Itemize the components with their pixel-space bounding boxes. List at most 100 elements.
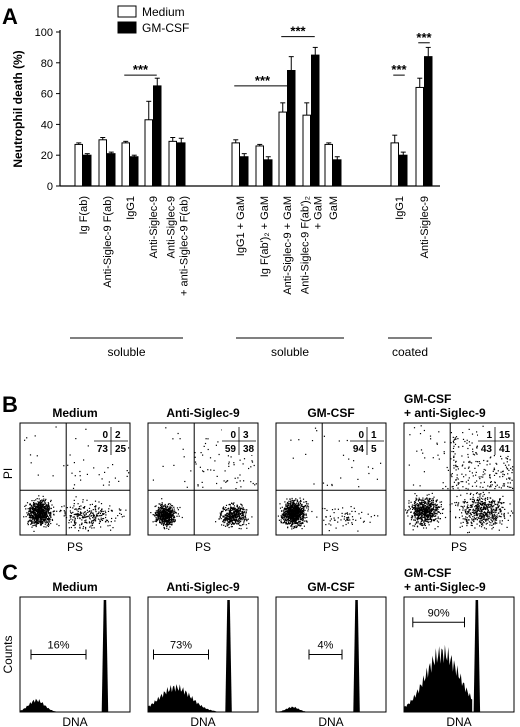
plot-title: + anti-Siglec-9 (404, 580, 486, 594)
plot-title: Medium (52, 580, 97, 594)
quadrant-ll: 43 (481, 444, 493, 455)
g1-peak (101, 600, 109, 712)
gate-percent: 4% (318, 640, 334, 652)
x-axis-label: PS (67, 540, 83, 554)
category-label: GaM (328, 196, 340, 220)
scatter-dots (23, 426, 130, 532)
category-label: Anti-Siglec-9 + GaM (282, 196, 294, 295)
panel-letter-a: A (2, 4, 18, 29)
x-axis-label: DNA (318, 715, 343, 727)
legend-label: Medium (142, 5, 185, 19)
bar-medium-10 (390, 142, 399, 187)
quadrant-ul: 0 (358, 430, 364, 441)
x-axis-label: DNA (190, 715, 215, 727)
panel-letter-b: B (2, 392, 18, 417)
bar-gm-csf-5 (240, 156, 249, 187)
plot-title: GM-CSF (404, 566, 451, 580)
group-label: soluble (107, 345, 145, 359)
bar-medium-8 (302, 114, 311, 187)
y-axis-label: Neutrophil death (%) (11, 50, 25, 167)
x-axis-label: PS (451, 540, 467, 554)
quadrant-ul: 1 (486, 430, 492, 441)
legend-swatch-medium (117, 5, 137, 18)
category-label: Anti-Siglec-9 (419, 196, 431, 258)
quadrant-lr: 41 (499, 444, 511, 455)
category-label: Anti-Siglec-9 F(ab) (102, 196, 114, 288)
quadrant-ll: 73 (97, 444, 109, 455)
group-label: coated (392, 345, 428, 359)
gate-percent: 73% (170, 640, 192, 652)
sub-g1-area (148, 684, 217, 712)
histogram-0: 16% Medium DNA (19, 580, 131, 727)
x-axis-label: PS (195, 540, 211, 554)
legend-swatch-gm-csf (117, 21, 137, 34)
quadrant-ll: 59 (225, 444, 237, 455)
bar-medium-1 (98, 139, 107, 187)
gate-percent: 16% (47, 640, 69, 652)
bar-medium-9 (324, 143, 333, 187)
y-tick-label: 20 (41, 150, 53, 162)
category-label: Ig F(ab) (78, 196, 90, 235)
category-label: Anti-Siglec-9 (166, 196, 178, 258)
scatter-dots (150, 427, 257, 530)
scatter-plot-1: 0 3 59 38 Anti-Siglec-9 PS (147, 406, 259, 554)
bar-gm-csf-0 (83, 154, 92, 187)
bar-gm-csf-6 (264, 159, 273, 187)
bar-gm-csf-11 (424, 56, 433, 187)
bar-gm-csf-4 (177, 142, 186, 187)
bar-medium-4 (168, 140, 177, 187)
scatter-plot-0: 0 2 73 25 Medium PS (19, 406, 131, 554)
bar-gm-csf-8 (311, 54, 320, 187)
quadrant-ur: 3 (243, 430, 249, 441)
significance-stars: *** (133, 62, 149, 77)
panel-letter-c: C (2, 560, 18, 585)
bar-gm-csf-10 (399, 154, 408, 187)
plot-title: Anti-Siglec-9 (166, 580, 240, 594)
bar-gm-csf-2 (130, 156, 139, 187)
scatter-plot-3: 1 15 43 41 GM-CSF+ anti-Siglec-9 PS (403, 392, 515, 554)
plot-title: Medium (52, 406, 97, 420)
plot-title: Anti-Siglec-9 (166, 406, 240, 420)
quadrant-lr: 25 (115, 444, 127, 455)
y-tick-label: 0 (47, 181, 53, 193)
bar-gm-csf-1 (107, 153, 116, 187)
category-label: IgG1 + GaM (235, 196, 247, 256)
category-label: IgG1 (125, 196, 137, 220)
legend-label: GM-CSF (142, 21, 189, 35)
bar-medium-3 (144, 119, 153, 187)
y-axis-label: PI (1, 468, 15, 479)
bar-gm-csf-7 (287, 70, 296, 187)
significance-stars: *** (416, 30, 432, 45)
histogram-3: 90% GM-CSF+ anti-Siglec-9 DNA (403, 566, 515, 727)
histogram-1: 73% Anti-Siglec-9 DNA (147, 580, 259, 727)
quadrant-lr: 38 (243, 444, 255, 455)
group-label: soluble (271, 345, 309, 359)
y-tick-label: 80 (41, 58, 53, 70)
bar-chart: 0 20 40 60 80 100 Neutrophil death (%) Medium GM… (11, 5, 440, 359)
quadrant-ur: 1 (371, 430, 377, 441)
scatter-plot-2: 0 1 94 5 GM-CSF PS (275, 406, 387, 554)
bar-medium-0 (74, 143, 83, 187)
g1-peak (353, 600, 360, 712)
x-axis-label: PS (323, 540, 339, 554)
y-tick-label: 100 (35, 27, 53, 39)
bar-medium-5 (231, 142, 240, 187)
g1-peak (473, 600, 481, 712)
bar-gm-csf-3 (153, 85, 162, 187)
bar-gm-csf-9 (333, 159, 342, 187)
quadrant-lr: 5 (371, 444, 377, 455)
sub-g1-area (20, 698, 89, 712)
plot-frame (275, 596, 387, 713)
quadrant-ul: 0 (230, 430, 236, 441)
bar-medium-11 (415, 86, 424, 187)
category-label: + GaM (313, 196, 325, 229)
dna-histograms: 16% Medium DNA 73% Anti-Siglec-9 DNA 4% GM-CSF D… (1, 566, 515, 727)
category-label: Anti-Siglec-9 (148, 196, 160, 258)
scatter-dots (277, 427, 383, 532)
sub-g1-area (276, 706, 345, 712)
significance-stars: *** (290, 24, 306, 39)
category-label: Ig F(ab')₂ + GaM (259, 196, 271, 277)
y-axis-label: Counts (1, 635, 15, 673)
plot-title: GM-CSF (307, 406, 354, 420)
